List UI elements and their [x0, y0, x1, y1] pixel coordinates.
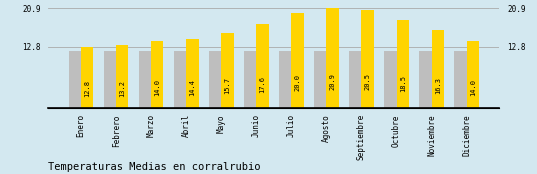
Bar	[209, 51, 221, 108]
Text: 16.3: 16.3	[435, 77, 441, 94]
Text: Temperaturas Medias en corralrubio: Temperaturas Medias en corralrubio	[48, 162, 261, 172]
Bar	[81, 47, 93, 108]
Bar	[139, 51, 151, 108]
Bar	[419, 51, 432, 108]
Bar	[69, 51, 81, 108]
Text: 17.6: 17.6	[259, 76, 265, 93]
Bar	[361, 10, 374, 108]
Bar	[116, 45, 128, 108]
Text: 14.0: 14.0	[470, 79, 476, 96]
Bar	[454, 51, 467, 108]
Bar	[186, 39, 199, 108]
Bar	[174, 51, 186, 108]
Bar	[244, 51, 256, 108]
Bar	[326, 8, 339, 108]
Text: 14.4: 14.4	[190, 78, 195, 96]
Text: 20.0: 20.0	[294, 74, 301, 91]
Text: 15.7: 15.7	[224, 77, 230, 94]
Bar	[151, 41, 163, 108]
Text: 20.9: 20.9	[330, 73, 336, 90]
Bar	[104, 51, 116, 108]
Text: 18.5: 18.5	[400, 75, 405, 92]
Bar	[396, 20, 409, 108]
Bar	[349, 51, 361, 108]
Bar	[432, 30, 444, 108]
Bar	[467, 41, 479, 108]
Text: 13.2: 13.2	[119, 80, 125, 97]
Text: 20.5: 20.5	[365, 73, 371, 90]
Bar	[314, 51, 326, 108]
Bar	[384, 51, 396, 108]
Bar	[256, 24, 268, 108]
Bar	[221, 33, 234, 108]
Bar	[279, 51, 292, 108]
Text: 12.8: 12.8	[84, 80, 90, 97]
Text: 14.0: 14.0	[154, 79, 161, 96]
Bar	[292, 13, 303, 108]
